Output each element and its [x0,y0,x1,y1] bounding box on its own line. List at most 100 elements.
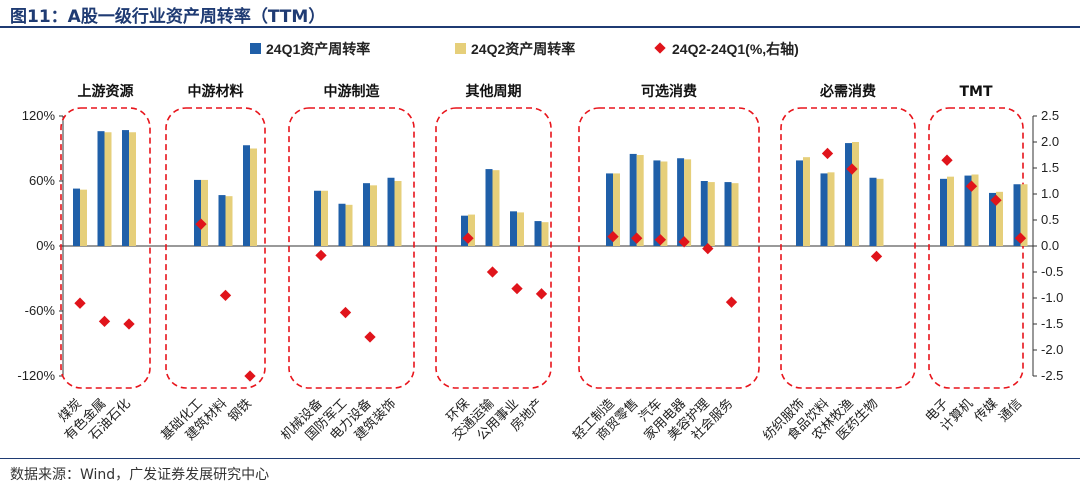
group-label: TMT [959,84,992,100]
bar-24q1 [964,175,972,246]
bar-24q1 [820,173,828,246]
right-tick-label: 0.0 [1041,238,1059,253]
legend: 24Q1资产周转率 24Q2资产周转率 24Q2-24Q1(%,右轴) [250,41,799,57]
bar-24q2 [321,190,328,246]
bar-24q2 [345,204,353,246]
diff-marker [821,147,834,160]
right-tick-label: -1.0 [1041,290,1063,305]
bar-24q2 [996,191,1003,246]
bar-24q1 [700,181,708,246]
diff-marker [74,297,86,309]
title-rule [0,26,1080,28]
group-box [780,107,916,389]
diff-marker [219,289,232,302]
group-label: 上游资源 [78,83,134,100]
right-tick-label: -2.0 [1041,342,1063,357]
bar-24q1 [73,188,80,246]
bar-24q2 [852,142,859,246]
bar-24q2 [827,172,835,246]
legend-swatch-q1 [250,43,261,54]
bottom-rule [0,458,1080,459]
bar-24q2 [492,170,500,246]
bar-24q1 [653,160,661,246]
diff-marker [870,250,883,263]
legend-label-q2: 24Q2资产周转率 [471,41,575,57]
group-label: 中游材料 [188,83,244,100]
bar-24q1 [1013,184,1021,246]
group-box [288,107,415,389]
right-tick-label: 1.5 [1041,160,1059,175]
bar-24q1 [796,160,803,246]
diff-marker [678,236,690,248]
bar-24q2 [468,214,475,246]
bar-24q1 [194,179,201,246]
diff-marker [486,266,499,278]
bar-24q1 [243,145,250,246]
figure-title: 图11：A股一级行业资产周转率（TTM） [10,7,326,27]
diff-marker [990,194,1002,206]
right-tick-label: 0.5 [1041,212,1059,227]
diff-marker [1014,232,1027,244]
bars [73,130,1028,246]
category-label: 传媒 [972,396,1001,425]
right-tick-label: 1.0 [1041,186,1059,201]
right-tick-label: -1.5 [1041,316,1063,331]
bar-24q2 [947,176,954,246]
diff-marker [725,296,738,308]
bar-24q1 [534,221,542,246]
bar-24q2 [1020,184,1028,246]
diff-marker [654,234,667,246]
legend-swatch-q2 [455,43,466,54]
right-tick-label: -2.5 [1041,368,1063,383]
bar-24q2 [684,159,692,246]
chart: 24Q1资产周转率 24Q2资产周转率 24Q2-24Q1(%,右轴) 120%… [17,41,1063,444]
bar-24q2 [876,178,884,246]
group-boxes: 上游资源 中游材料 中游制造 其他周期 可选消费 必需消费 TMT [60,83,1024,389]
category-label: 钢铁 [226,396,255,425]
diff-marker [462,232,474,244]
bar-24q1 [989,192,996,246]
diff-marker [702,242,714,255]
bar-24q1 [606,173,613,246]
group-label: 其他周期 [466,83,522,100]
legend-marker-diff [654,42,666,54]
bar-24q2 [803,157,810,246]
bar-24q1 [869,177,877,246]
group-label: 必需消费 [819,83,876,100]
bar-24q1 [363,183,370,246]
bar-24q2 [541,222,549,246]
group-label: 中游制造 [324,83,380,100]
diff-marker [965,180,978,192]
bar-24q1 [485,169,493,246]
diff-marker [123,318,135,330]
bar-24q2 [613,173,620,246]
bar-24q1 [218,195,226,246]
bar-24q1 [314,190,321,246]
bar-24q1 [387,177,395,246]
bar-24q1 [845,143,852,246]
diff-marker [631,232,643,244]
category-label: 通信 [996,396,1025,425]
bar-24q1 [724,182,732,246]
bar-24q1 [677,158,685,246]
bar-24q1 [97,131,105,246]
source-note: 数据来源：Wind，广发证券发展研究中心 [10,467,270,483]
diff-marker [941,154,953,166]
left-tick-label: 120% [22,108,56,123]
bar-24q2 [201,179,208,246]
left-tick-label: -60% [25,303,56,318]
legend-label-q1: 24Q1资产周转率 [266,41,370,57]
bar-24q2 [250,148,257,246]
left-tick-label: 0% [36,238,55,253]
bar-24q1 [122,130,129,246]
right-tick-label: 2.0 [1041,134,1059,149]
group-box [928,107,1024,389]
bar-24q2 [370,185,377,246]
bar-24q2 [707,182,715,246]
bar-24q2 [517,212,524,246]
group-box [435,107,552,389]
bar-24q2 [731,183,739,246]
diff-marker [364,331,376,343]
bar-24q2 [225,196,233,246]
